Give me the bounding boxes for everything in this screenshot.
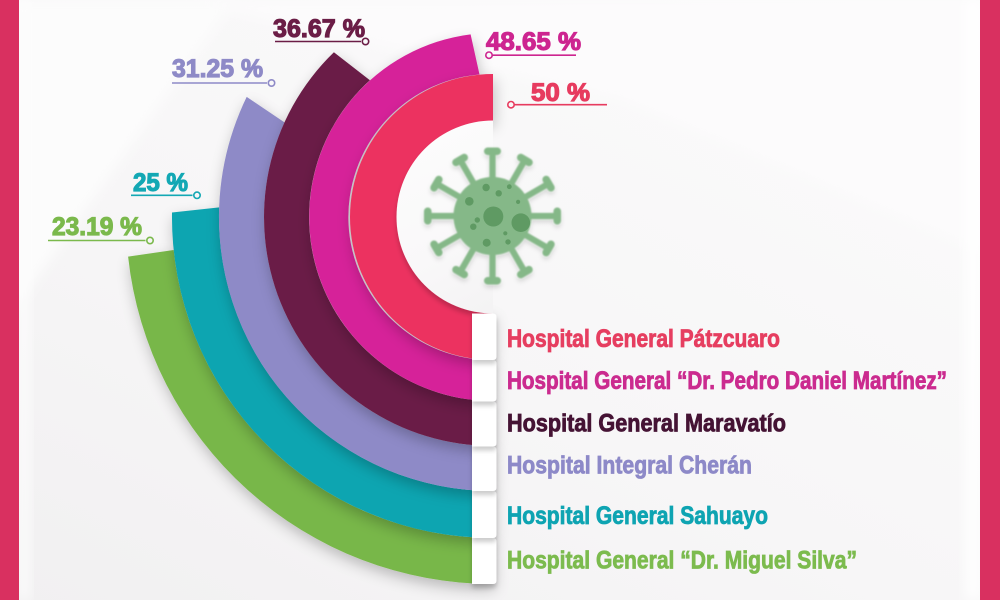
svg-text:48.65 %: 48.65 % bbox=[486, 28, 581, 56]
svg-text:Hospital General Pátzcuaro: Hospital General Pátzcuaro bbox=[507, 325, 780, 353]
svg-text:Hospital Integral Cherán: Hospital Integral Cherán bbox=[507, 452, 752, 480]
svg-text:50 %: 50 % bbox=[531, 79, 590, 107]
svg-text:23.19 %: 23.19 % bbox=[52, 213, 142, 241]
svg-text:25 %: 25 % bbox=[133, 169, 188, 197]
svg-text:31.25 %: 31.25 % bbox=[172, 55, 263, 83]
svg-text:Hospital General Sahuayo: Hospital General Sahuayo bbox=[507, 502, 768, 530]
svg-text:Hospital General Maravatío: Hospital General Maravatío bbox=[507, 410, 786, 438]
svg-text:Hospital General “Dr. Pedro Da: Hospital General “Dr. Pedro Daniel Martí… bbox=[507, 367, 947, 395]
svg-text:36.67 %: 36.67 % bbox=[273, 15, 365, 43]
svg-text:Hospital General “Dr. Miguel S: Hospital General “Dr. Miguel Silva” bbox=[507, 547, 857, 575]
